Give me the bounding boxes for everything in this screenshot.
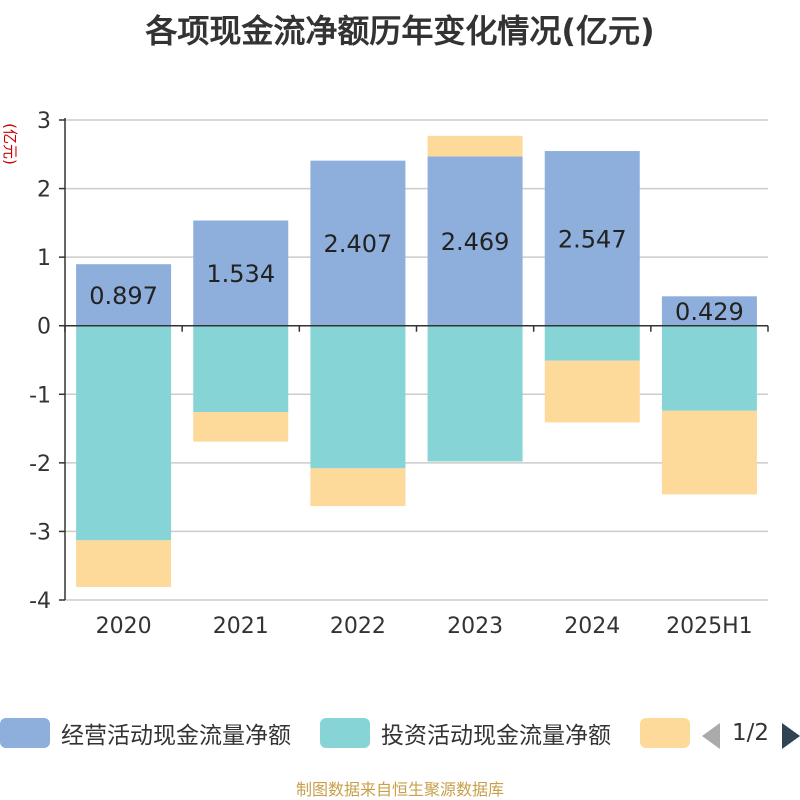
bar-series-0-2023[interactable] — [427, 156, 523, 326]
bar-series-1-2023[interactable] — [427, 325, 523, 462]
bar-series-0-2025H1[interactable] — [661, 296, 757, 326]
x-tick-label: 2021 — [213, 614, 269, 639]
x-tick-label: 2024 — [564, 614, 620, 639]
bar-series-1-2021[interactable] — [193, 325, 289, 413]
bar-series-0-2020[interactable] — [76, 264, 172, 326]
x-tick-label: 2023 — [447, 614, 503, 639]
y-tick-label: 3 — [37, 109, 51, 134]
y-tick-label: -3 — [29, 520, 51, 545]
legend-prev-page-icon[interactable] — [702, 723, 720, 749]
bar-series-2-2023[interactable] — [427, 135, 523, 157]
bar-series-2-2021[interactable] — [193, 412, 289, 442]
legend-page-indicator: 1/2 — [732, 720, 770, 746]
y-tick-label: 0 — [37, 315, 51, 340]
bar-series-0-2022[interactable] — [310, 160, 406, 326]
grid-lines — [65, 119, 768, 601]
data-label: 2.407 — [324, 230, 393, 258]
y-tick-label: 2 — [37, 178, 51, 203]
x-tick-label: 2020 — [96, 614, 152, 639]
legend-swatch-operating — [0, 718, 50, 748]
x-tick-label: 2022 — [330, 614, 386, 639]
legend-item-investing[interactable]: 投资活动现金流量净额 — [320, 715, 611, 751]
y-tick-label: -1 — [29, 383, 51, 408]
bar-series-0-2024[interactable] — [544, 151, 640, 326]
y-axis-label: (亿元) — [1, 123, 19, 165]
chart-title: 各项现金流净额历年变化情况(亿元) — [145, 12, 655, 50]
bar-series-0-2021[interactable] — [193, 220, 289, 326]
data-label: 1.534 — [206, 260, 275, 288]
legend-pager: 1/2 — [700, 718, 800, 752]
bar-series-1-2022[interactable] — [310, 325, 406, 469]
x-tick-label: 2025H1 — [666, 614, 753, 639]
bars — [76, 135, 757, 587]
data-label: 0.429 — [675, 298, 744, 326]
legend-next-page-icon[interactable] — [782, 723, 800, 749]
bar-series-1-2025H1[interactable] — [661, 325, 757, 411]
bar-series-1-2024[interactable] — [544, 325, 640, 361]
data-labels: 0.897 1.534 2.407 2.469 2.547 0.429 — [89, 225, 744, 326]
legend: 经营活动现金流量净额 投资活动现金流量净额 — [0, 715, 800, 755]
bar-series-2-2024[interactable] — [544, 360, 640, 423]
legend-item-third[interactable] — [640, 715, 690, 751]
bar-series-2-2025H1[interactable] — [661, 410, 757, 495]
bar-series-1-2020[interactable] — [76, 325, 172, 541]
bar-series-2-2022[interactable] — [310, 468, 406, 507]
axes: 3 2 1 0 -1 -2 -3 -4 2020 2021 2022 2023 2024 2025H1 — [29, 109, 769, 639]
legend-label-investing: 投资活动现金流量净额 — [381, 723, 611, 749]
y-tick-label: 1 — [37, 246, 51, 271]
data-label: 2.469 — [441, 228, 510, 256]
legend-swatch-third — [640, 718, 690, 748]
y-tick-label: -2 — [29, 452, 51, 477]
bar-series-2-2020[interactable] — [76, 540, 172, 587]
data-label: 2.547 — [558, 225, 627, 253]
data-label: 0.897 — [89, 282, 158, 310]
source-note: 制图数据来自恒生聚源数据库 — [295, 780, 504, 799]
legend-swatch-investing — [320, 718, 370, 748]
legend-label-operating: 经营活动现金流量净额 — [61, 723, 291, 749]
y-tick-label: -4 — [29, 589, 51, 614]
legend-item-operating[interactable]: 经营活动现金流量净额 — [0, 715, 291, 751]
